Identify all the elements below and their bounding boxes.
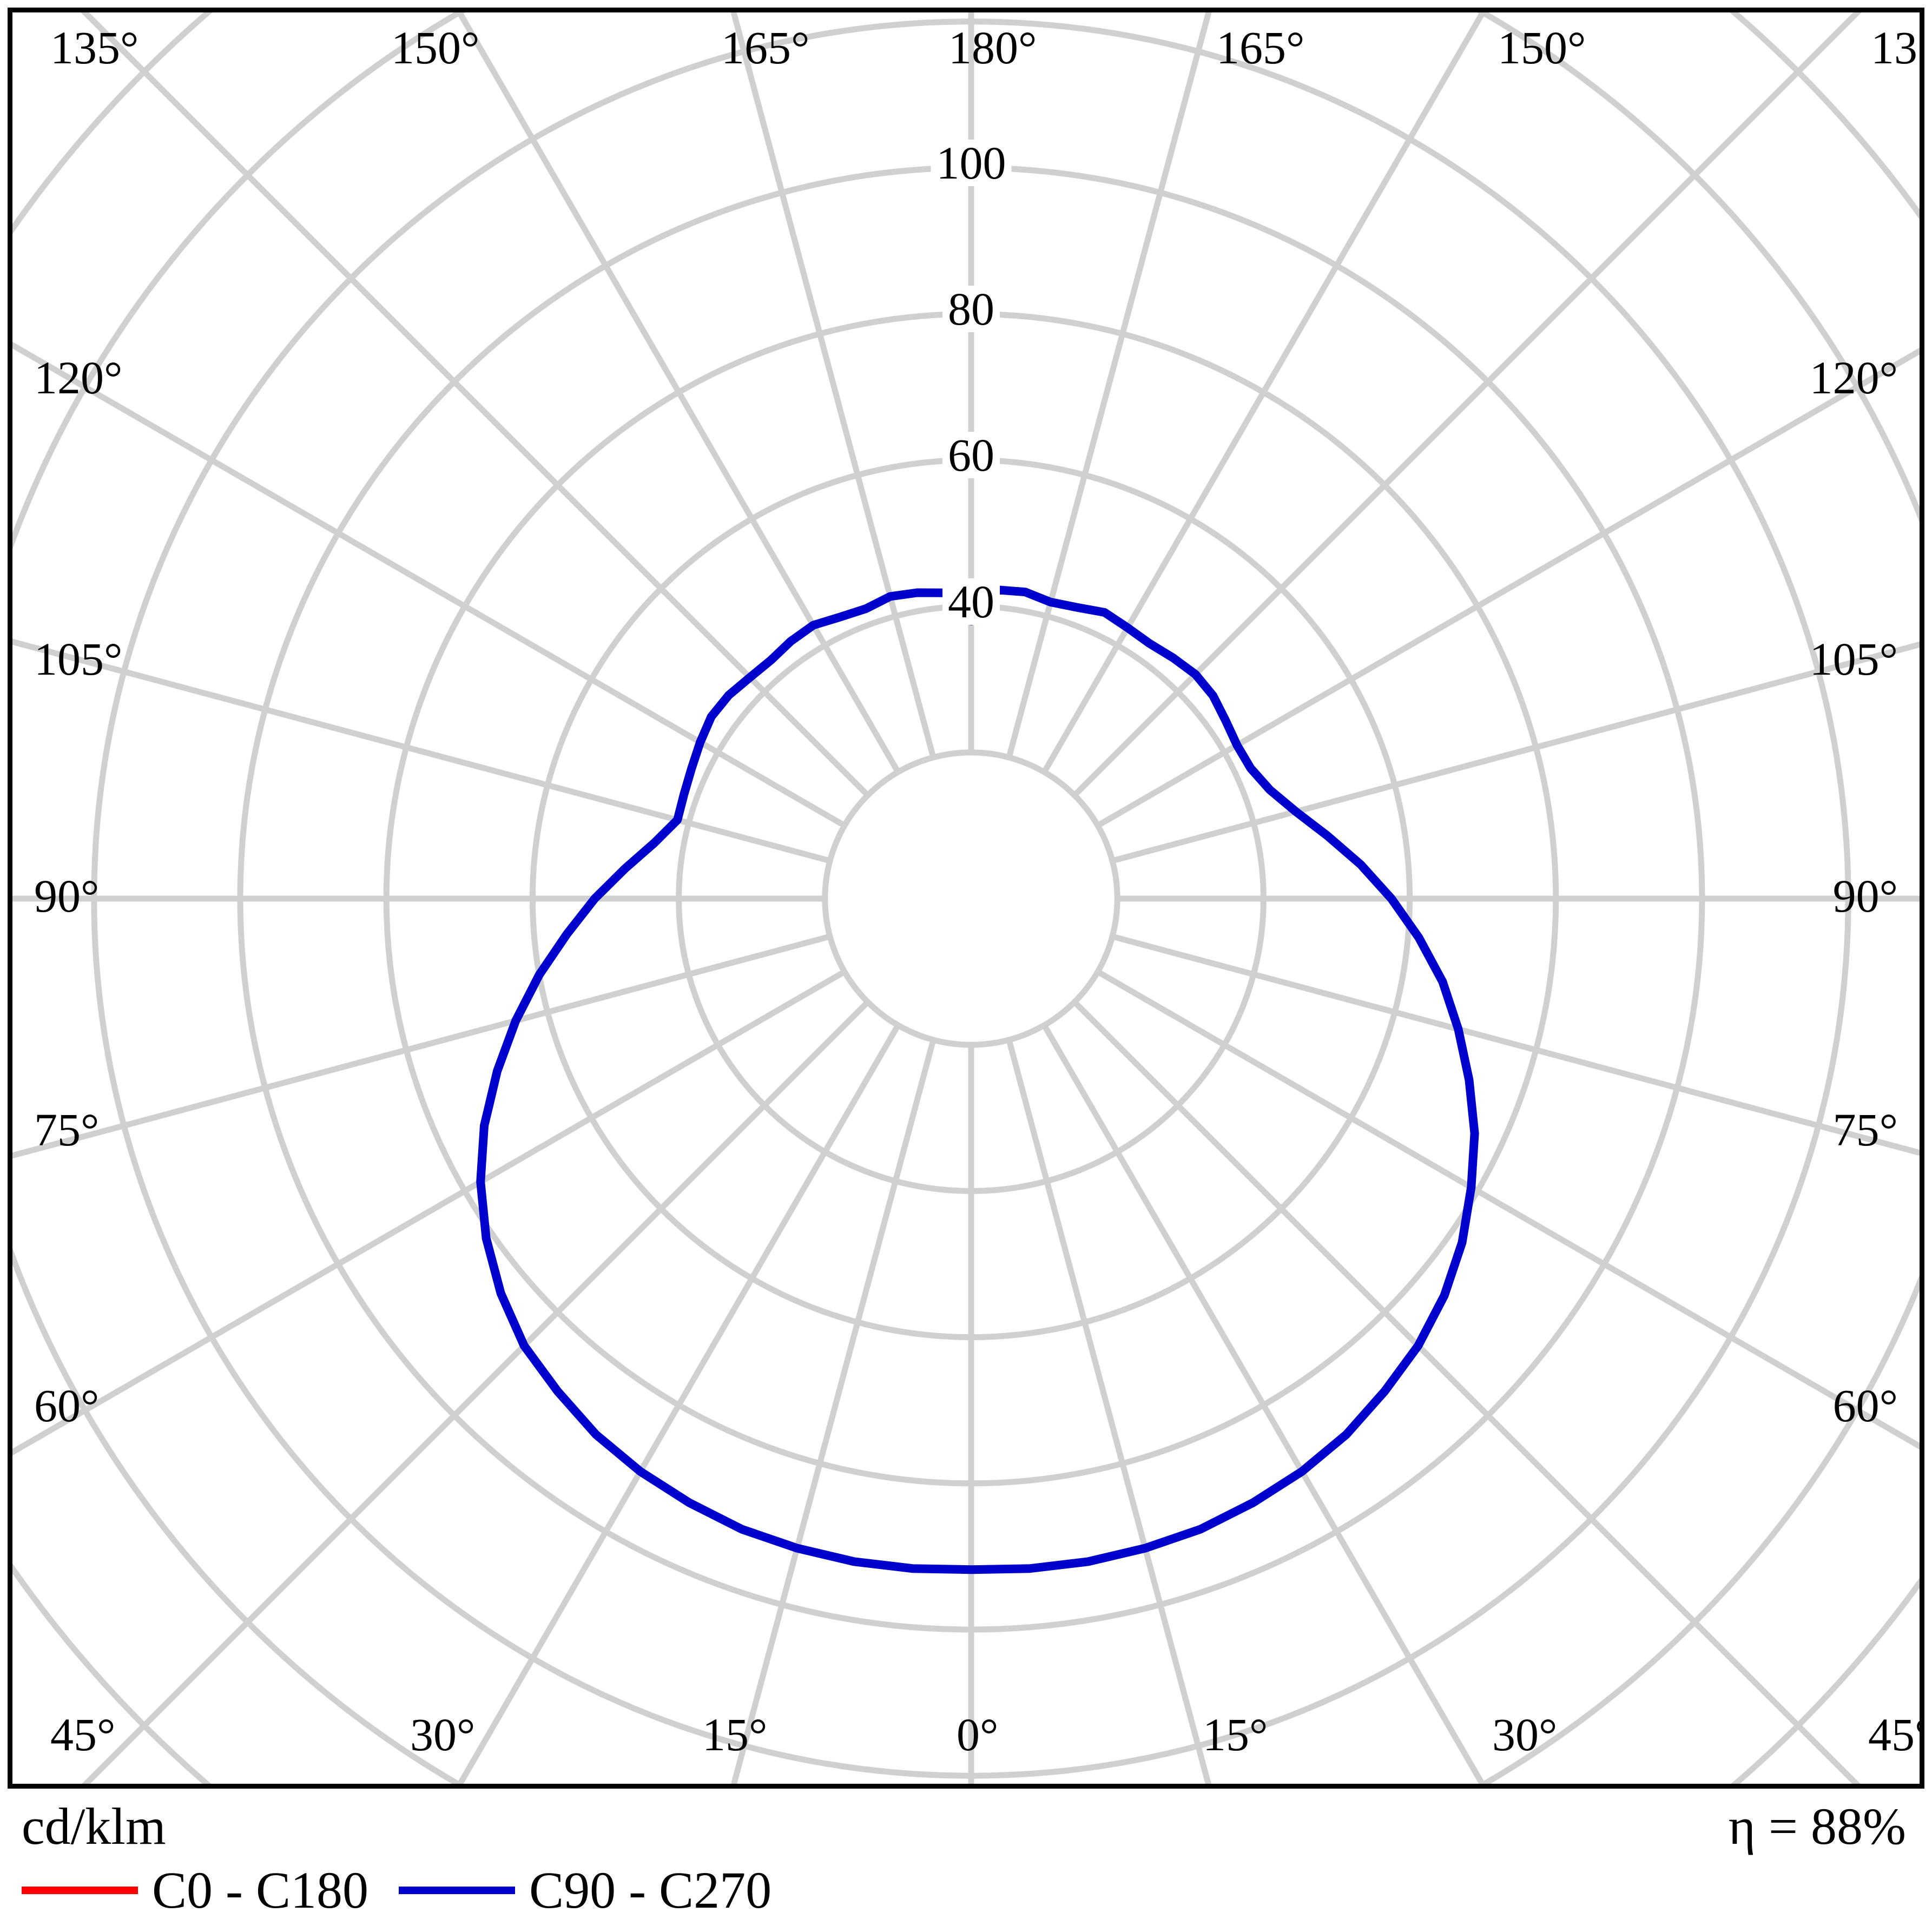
legend-swatch-line-icon [22,1887,138,1894]
angle-label-right-1: 105° [1809,633,1898,685]
grid-spoke-45 [1072,1000,1861,1784]
angle-label-left-1: 105° [34,633,123,685]
angle-label-bottom-2: 15° [702,1709,768,1760]
angle-label-top-6: 135° [1871,22,1920,74]
polar-svg [12,12,1920,1784]
grid-spoke-75 [1111,933,1920,1156]
chart-legend: C0 - C180 C90 - C270 [22,1864,772,1916]
polar-plot-area: 135° 150° 165° 180° 165° 150° 135° 120° 105° 90° 7… [8,8,1924,1789]
angle-label-right-3: 75° [1832,1104,1898,1156]
legend-label: C90 - C270 [529,1861,772,1919]
angle-label-left-4: 60° [34,1380,100,1432]
grid-spoke-120 [1096,347,1920,828]
series-curve-1 [476,585,1479,1574]
angle-label-bottom-1: 30° [410,1709,476,1760]
legend-swatch-line-icon [399,1887,516,1894]
angle-label-top-4: 165° [1216,22,1305,74]
angle-label-top-0: 135° [50,22,139,74]
grid-spoke-285 [12,933,831,1159]
angle-label-bottom-3: 0° [957,1709,999,1760]
angle-label-bottom-4: 15° [1203,1709,1268,1760]
angle-label-top-5: 150° [1498,22,1586,74]
grid-spoke-330 [457,1024,901,1784]
grid-spoke-210 [456,12,901,774]
angle-label-right-2: 90° [1832,870,1898,922]
angle-label-bottom-6: 45° [1868,1709,1920,1760]
grid-spoke-225 [81,12,870,797]
grid-spoke-30 [1041,1024,1486,1784]
angle-label-right-4: 60° [1832,1380,1898,1432]
chart-footer: cd/klm η = 88% C0 - C180 C90 - C270 [0,1789,1932,1932]
angle-label-right-0: 120° [1809,352,1898,404]
grid-spoke-195 [730,12,937,759]
radial-tick-label-80: 80 [942,286,1000,333]
legend-item-1[interactable]: C90 - C270 [399,1864,772,1916]
grid-spoke-105 [1111,641,1920,864]
angle-label-bottom-0: 45° [50,1709,116,1760]
angle-label-left-0: 120° [34,352,123,404]
radial-tick-label-100: 100 [931,140,1012,186]
grid-spoke-135 [1072,12,1862,797]
grid-spoke-165 [1006,12,1212,759]
polar-gridlines [12,12,1920,1784]
grid-spoke-60 [1096,969,1920,1450]
radial-tick-label-60: 60 [942,432,1000,479]
grid-spoke-240 [12,341,846,828]
polar-grid-and-curves [12,12,1920,1784]
angle-label-bottom-5: 30° [1492,1709,1558,1760]
radial-tick-label-40: 40 [942,578,1000,625]
angle-label-top-2: 165° [721,22,810,74]
angle-label-left-2: 90° [34,870,100,922]
grid-spoke-300 [12,969,846,1456]
efficiency-label: η = 88% [1728,1797,1906,1855]
angle-label-left-3: 75° [34,1104,100,1156]
polar-data-curves [476,585,1479,1574]
angle-label-top-1: 150° [391,22,480,74]
angle-label-top-3: 180° [948,22,1037,74]
grid-spoke-255 [12,638,831,864]
legend-label: C0 - C180 [152,1861,369,1919]
legend-item-0[interactable]: C0 - C180 [22,1864,368,1916]
unit-label: cd/klm [22,1797,166,1855]
grid-circle-20 [822,749,1120,1048]
grid-spoke-315 [82,1000,870,1784]
grid-spoke-150 [1041,12,1487,774]
grid-spoke-345 [730,1039,937,1784]
grid-spoke-15 [1006,1039,1212,1784]
